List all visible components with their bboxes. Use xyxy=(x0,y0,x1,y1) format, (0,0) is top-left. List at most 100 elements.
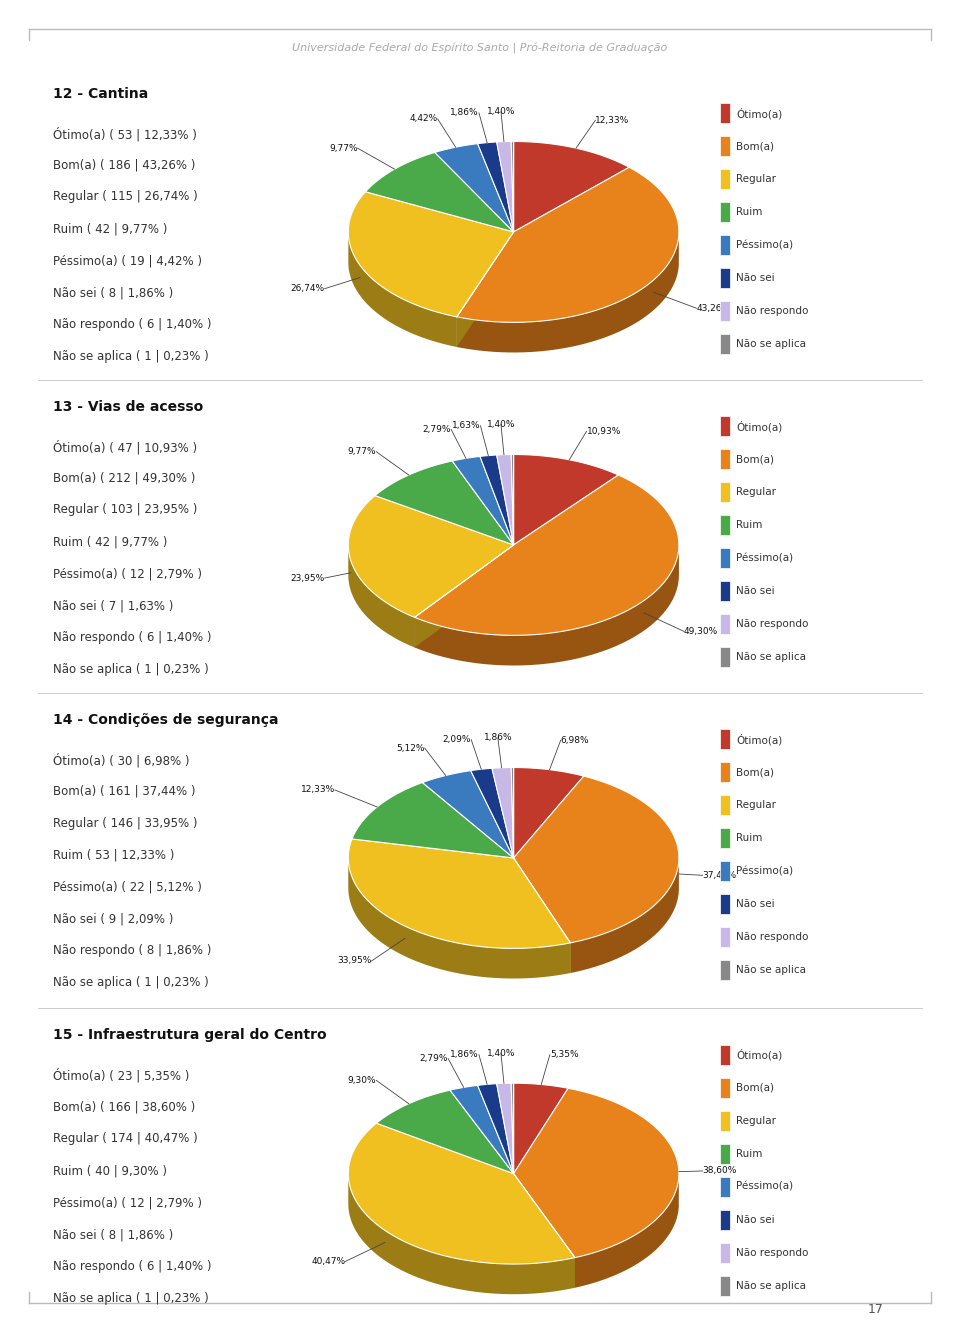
Bar xyxy=(720,960,731,980)
Bar xyxy=(720,1078,731,1098)
Text: 2,79%: 2,79% xyxy=(422,425,451,434)
Text: Não se aplica: Não se aplica xyxy=(736,651,806,662)
Polygon shape xyxy=(514,777,679,943)
Polygon shape xyxy=(514,1173,575,1288)
Bar xyxy=(720,547,731,567)
Polygon shape xyxy=(514,858,570,974)
Text: 14 - Condições de segurança: 14 - Condições de segurança xyxy=(53,713,278,727)
Text: Não respondo ( 6 | 1,40% ): Não respondo ( 6 | 1,40% ) xyxy=(53,631,211,645)
Polygon shape xyxy=(348,192,514,317)
Polygon shape xyxy=(512,454,514,545)
Text: Bom(a): Bom(a) xyxy=(736,141,774,152)
Text: Péssimo(a) ( 12 | 2,79% ): Péssimo(a) ( 12 | 2,79% ) xyxy=(53,567,202,581)
Text: 13 - Vias de acesso: 13 - Vias de acesso xyxy=(53,400,204,414)
Polygon shape xyxy=(496,141,514,232)
Text: Ruim: Ruim xyxy=(736,206,762,217)
Text: Ótimo(a): Ótimo(a) xyxy=(736,734,782,745)
Polygon shape xyxy=(470,769,514,858)
Text: Não respondo ( 6 | 1,40% ): Não respondo ( 6 | 1,40% ) xyxy=(53,318,211,332)
Bar xyxy=(720,829,731,848)
Bar xyxy=(720,894,731,914)
Text: Não se aplica: Não se aplica xyxy=(736,1280,806,1291)
Text: Não sei ( 9 | 2,09% ): Não sei ( 9 | 2,09% ) xyxy=(53,912,173,926)
Polygon shape xyxy=(348,858,570,979)
Text: Ótimo(a): Ótimo(a) xyxy=(736,421,782,432)
Text: 38,60%: 38,60% xyxy=(703,1167,737,1175)
Bar xyxy=(720,301,731,321)
Text: Não respondo: Não respondo xyxy=(736,619,808,629)
Polygon shape xyxy=(452,457,514,545)
Polygon shape xyxy=(514,454,618,545)
Polygon shape xyxy=(415,476,679,635)
Bar xyxy=(720,482,731,502)
Polygon shape xyxy=(457,232,514,346)
Text: 1,86%: 1,86% xyxy=(450,108,479,117)
Bar xyxy=(720,449,731,469)
Text: Bom(a) ( 161 | 37,44% ): Bom(a) ( 161 | 37,44% ) xyxy=(53,785,195,798)
Polygon shape xyxy=(348,234,457,346)
Text: Ótimo(a) ( 53 | 12,33% ): Ótimo(a) ( 53 | 12,33% ) xyxy=(53,127,197,141)
Text: 15 - Infraestrutura geral do Centro: 15 - Infraestrutura geral do Centro xyxy=(53,1028,326,1043)
Text: Bom(a) ( 186 | 43,26% ): Bom(a) ( 186 | 43,26% ) xyxy=(53,159,195,172)
Polygon shape xyxy=(492,767,514,858)
Polygon shape xyxy=(512,767,514,858)
Text: 1,86%: 1,86% xyxy=(450,1050,479,1059)
Bar xyxy=(720,927,731,947)
Text: 9,77%: 9,77% xyxy=(348,448,376,456)
Text: Não sei: Não sei xyxy=(736,899,775,908)
Polygon shape xyxy=(570,860,679,974)
Text: 12,33%: 12,33% xyxy=(595,116,630,125)
Text: Ruim: Ruim xyxy=(736,832,762,843)
Text: Péssimo(a): Péssimo(a) xyxy=(736,1181,793,1192)
Text: Não sei: Não sei xyxy=(736,273,775,282)
Text: 40,47%: 40,47% xyxy=(311,1257,346,1265)
Text: Ótimo(a): Ótimo(a) xyxy=(736,108,782,119)
Bar xyxy=(720,104,731,124)
Bar xyxy=(720,1209,731,1229)
Text: Regular: Regular xyxy=(736,488,776,497)
Text: Não respondo: Não respondo xyxy=(736,932,808,942)
Text: 37,44%: 37,44% xyxy=(703,871,736,880)
Text: Universidade Federal do Espírito Santo | Pró-Reitoria de Graduação: Universidade Federal do Espírito Santo |… xyxy=(293,43,667,53)
Polygon shape xyxy=(514,1083,568,1173)
Bar xyxy=(720,1144,731,1164)
Text: Não se aplica: Não se aplica xyxy=(736,964,806,975)
Text: Regular: Regular xyxy=(736,1116,776,1126)
Polygon shape xyxy=(514,858,570,974)
Polygon shape xyxy=(415,546,679,666)
Polygon shape xyxy=(348,546,415,647)
Text: 9,30%: 9,30% xyxy=(348,1076,376,1084)
Text: Regular: Regular xyxy=(736,174,776,184)
Polygon shape xyxy=(376,1090,514,1173)
Polygon shape xyxy=(450,1086,514,1173)
Text: Ruim ( 42 | 9,77% ): Ruim ( 42 | 9,77% ) xyxy=(53,535,167,549)
Polygon shape xyxy=(575,1177,679,1288)
Text: Ruim: Ruim xyxy=(736,519,762,530)
Polygon shape xyxy=(457,234,679,353)
Text: 49,30%: 49,30% xyxy=(684,627,718,635)
Text: 2,09%: 2,09% xyxy=(443,735,471,745)
Text: Não se aplica: Não se aplica xyxy=(736,338,806,349)
Bar xyxy=(720,515,731,535)
Polygon shape xyxy=(435,144,514,232)
Text: Péssimo(a): Péssimo(a) xyxy=(736,553,793,563)
Bar xyxy=(720,1243,731,1263)
Text: Não se aplica ( 1 | 0,23% ): Não se aplica ( 1 | 0,23% ) xyxy=(53,976,208,990)
Polygon shape xyxy=(496,1083,514,1173)
Text: Não respondo ( 6 | 1,40% ): Não respondo ( 6 | 1,40% ) xyxy=(53,1260,211,1273)
Polygon shape xyxy=(457,232,514,346)
Bar xyxy=(720,136,731,156)
Text: Regular ( 174 | 40,47% ): Regular ( 174 | 40,47% ) xyxy=(53,1132,198,1146)
Bar xyxy=(720,234,731,254)
Text: Não respondo: Não respondo xyxy=(736,1248,808,1257)
Text: 26,74%: 26,74% xyxy=(291,284,324,293)
Text: Bom(a): Bom(a) xyxy=(736,1083,774,1094)
Text: Bom(a) ( 166 | 38,60% ): Bom(a) ( 166 | 38,60% ) xyxy=(53,1100,195,1114)
Text: Não sei ( 7 | 1,63% ): Não sei ( 7 | 1,63% ) xyxy=(53,599,173,613)
Polygon shape xyxy=(415,545,514,647)
Text: 12,33%: 12,33% xyxy=(300,786,335,794)
Text: Não sei ( 8 | 1,86% ): Não sei ( 8 | 1,86% ) xyxy=(53,286,173,300)
Text: Não se aplica ( 1 | 0,23% ): Não se aplica ( 1 | 0,23% ) xyxy=(53,1292,208,1305)
Polygon shape xyxy=(478,143,514,232)
Text: Ruim ( 42 | 9,77% ): Ruim ( 42 | 9,77% ) xyxy=(53,222,167,236)
